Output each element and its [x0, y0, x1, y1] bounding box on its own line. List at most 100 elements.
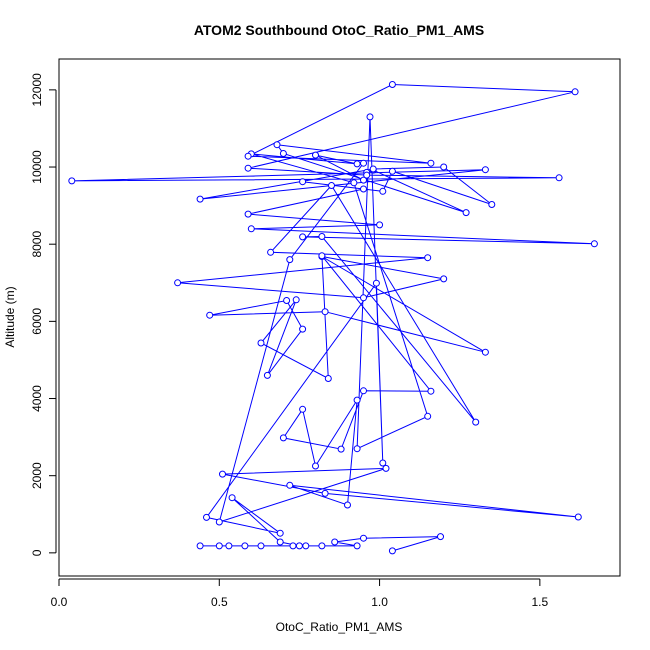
y-tick-label: 4000 — [30, 385, 44, 412]
data-point — [318, 542, 326, 550]
data-point — [427, 387, 435, 395]
data-point — [286, 481, 294, 489]
data-point — [574, 513, 582, 521]
y-tick-label: 8000 — [30, 231, 44, 258]
data-point — [295, 542, 303, 550]
data-point — [196, 195, 204, 203]
data-point — [299, 178, 307, 186]
data-point — [353, 542, 361, 550]
data-point — [344, 501, 351, 509]
data-point — [174, 279, 182, 287]
data-series — [68, 81, 598, 555]
data-point — [369, 165, 377, 173]
data-point — [360, 387, 367, 395]
data-point — [353, 445, 361, 453]
data-point — [68, 177, 76, 185]
data-point — [302, 542, 310, 550]
x-tick-label: 0.0 — [51, 595, 68, 609]
data-point — [424, 412, 432, 420]
data-point — [292, 296, 300, 304]
data-point — [590, 240, 598, 248]
data-point — [388, 81, 396, 88]
data-point — [376, 221, 384, 229]
data-point — [440, 275, 448, 283]
data-point — [244, 164, 252, 172]
data-point — [321, 489, 329, 497]
data-point — [353, 160, 361, 168]
data-point — [263, 371, 271, 379]
data-point — [247, 225, 255, 233]
data-point — [244, 152, 252, 160]
data-point — [472, 418, 480, 426]
data-point — [481, 348, 489, 356]
data-point — [257, 339, 265, 347]
data-point — [337, 445, 345, 453]
data-point — [219, 470, 226, 478]
data-point — [312, 462, 319, 470]
y-tick-label: 6000 — [30, 308, 44, 335]
data-point — [379, 459, 387, 467]
chart-title: ATOM2 Southbound OtoC_Ratio_PM1_AMS — [194, 22, 484, 38]
data-point — [360, 294, 367, 302]
data-point — [318, 252, 326, 260]
data-point — [462, 209, 470, 217]
data-point — [257, 542, 265, 550]
data-point — [488, 201, 496, 208]
y-tick-label: 10000 — [30, 150, 44, 184]
data-point — [276, 538, 284, 546]
x-tick-label: 1.0 — [371, 595, 388, 609]
data-point — [440, 163, 448, 171]
data-point — [215, 518, 223, 526]
data-point — [424, 254, 432, 262]
data-point — [360, 159, 367, 167]
data-point — [379, 187, 387, 195]
data-point — [318, 233, 326, 240]
data-point — [363, 171, 371, 179]
data-point — [241, 542, 249, 550]
y-axis: 0 2000 4000 6000 8000 10000 12000 — [30, 73, 57, 556]
x-tick-label: 0.5 — [211, 595, 228, 609]
x-axis: 0.0 0.5 1.0 1.5 — [51, 578, 549, 609]
data-point — [286, 256, 294, 264]
data-point — [312, 151, 319, 159]
data-point — [382, 464, 390, 472]
data-point — [366, 113, 374, 121]
series-line — [71, 83, 595, 552]
data-point — [427, 159, 435, 167]
data-point — [299, 325, 307, 333]
data-point — [196, 542, 204, 550]
data-point — [360, 185, 367, 193]
data-point — [206, 311, 214, 319]
data-point — [279, 434, 287, 442]
data-point — [360, 534, 367, 542]
data-point — [273, 141, 281, 149]
data-point — [353, 396, 361, 404]
data-point — [331, 538, 339, 546]
data-point — [228, 494, 236, 502]
data-point — [571, 88, 579, 96]
data-point — [289, 542, 297, 550]
data-point — [215, 542, 223, 550]
y-tick-label: 12000 — [30, 73, 44, 107]
data-point — [225, 542, 233, 550]
data-point — [328, 182, 335, 189]
data-point — [360, 176, 367, 184]
data-point — [388, 547, 396, 555]
data-point — [283, 297, 291, 304]
data-point — [321, 308, 329, 316]
data-point — [350, 179, 358, 187]
data-point — [555, 174, 563, 182]
y-axis-label: Altitude (m) — [3, 286, 17, 347]
data-point — [244, 210, 252, 218]
data-point — [437, 533, 444, 541]
y-tick-label: 0 — [30, 549, 44, 556]
data-point — [372, 279, 380, 287]
data-point — [276, 529, 284, 537]
y-tick-label: 2000 — [30, 462, 44, 489]
data-point — [299, 405, 307, 413]
data-point — [267, 248, 275, 256]
data-point — [388, 167, 396, 175]
data-point — [324, 375, 332, 382]
x-tick-label: 1.5 — [532, 595, 549, 609]
